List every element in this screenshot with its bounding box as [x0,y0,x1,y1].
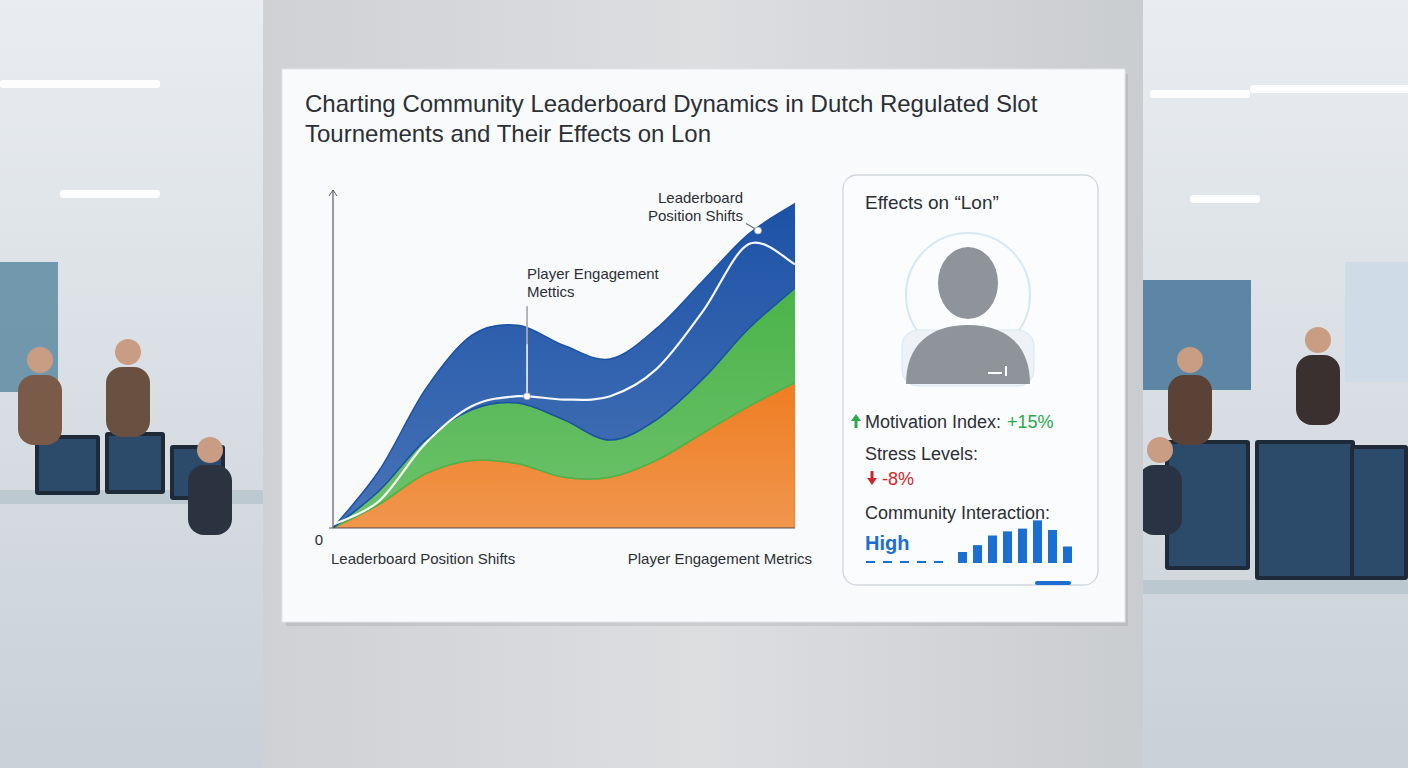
line-series [333,243,795,525]
leader-line [527,306,528,344]
annotation-point [524,393,531,400]
annotation-point [755,227,762,234]
office-background [0,0,1408,768]
pillar [263,0,1143,768]
monitor-screen [1259,444,1351,576]
wall-screen [0,262,58,392]
annotation-line: Player Engagement [527,265,660,282]
monitor-screen [109,436,161,490]
monitor [1255,440,1355,580]
ceiling-light [1150,90,1250,98]
annotation-line: Leaderboard [658,189,743,206]
monitor-screen [1354,449,1404,576]
avatar-detail [1005,366,1007,376]
dash-decor [866,561,875,563]
x-axis [333,527,795,528]
person-head [1177,347,1203,373]
plot-area [333,204,795,528]
ceiling-light [1190,195,1260,203]
person-body [1296,355,1340,425]
wall-screen [1345,262,1408,382]
metric-label: Stress Levels: [865,444,978,464]
x-axis-label: Leaderboard Position Shifts [331,550,515,567]
avatar-head [938,247,998,319]
mini-bar [1048,530,1057,563]
monitor [1350,445,1408,580]
person-body [18,375,62,445]
ceiling-light [0,80,160,88]
ceiling-light [1250,85,1408,93]
person-body [106,367,150,437]
dash-decor [883,561,892,563]
annotation: LeaderboardPosition Shifts [648,189,743,224]
mini-bar [1063,547,1072,564]
mini-bar [958,552,967,563]
person-body [1168,375,1212,445]
monitor [105,432,165,494]
x-axis-label: Player Engagement Metrics [628,550,812,567]
ceiling-light [60,190,160,198]
title-line: Tournements and Their Effects on Lon [305,120,711,147]
trend-arrow [867,471,877,485]
title-line: Charting Community Leaderboard Dynamics … [305,90,1038,117]
mini-bar [1003,531,1012,563]
avatar-detail [988,372,1002,374]
axis-arrow [329,190,337,196]
mini-bar [988,536,997,564]
metric-label: Community Interaction: [865,503,1050,523]
metric-value: High [865,532,909,554]
dash-decor [900,561,909,563]
person-head [115,339,141,365]
mini-bar [1018,529,1027,563]
dash-decor [934,561,943,563]
y-tick-label: 0 [315,531,323,548]
chart-title: Charting Community Leaderboard Dynamics … [305,90,1038,147]
wall-screen [1143,280,1251,390]
person-head [197,437,223,463]
avatar-body [906,325,1030,384]
y-tick [329,528,333,529]
display-screen [282,69,1125,622]
scroll-indicator [1035,581,1071,585]
mini-bar [1033,520,1042,563]
annotation-line: Position Shifts [648,207,743,224]
metric-value: -8% [882,469,914,489]
annotation-line: Mettics [527,283,575,300]
desk [1143,580,1408,594]
person-body [1138,465,1182,535]
person-head [1305,327,1331,353]
annotation: Player EngagementMettics [527,265,660,300]
effects-panel [843,175,1098,585]
trend-arrow [851,414,861,428]
monitor-screen [39,439,96,491]
mini-bar [973,545,982,563]
person-head [1147,437,1173,463]
metric-value: +15% [1007,412,1054,432]
panel-title: Effects on “Lon” [865,192,999,213]
dash-decor [917,561,926,563]
leader-line [526,306,528,393]
scene: Charting Community Leaderboard Dynamics … [0,0,1408,768]
metric-label: Motivation Index: [865,412,1001,432]
person-body [188,465,232,535]
person-head [27,347,53,373]
y-axis [332,190,333,528]
area-series [333,204,795,528]
